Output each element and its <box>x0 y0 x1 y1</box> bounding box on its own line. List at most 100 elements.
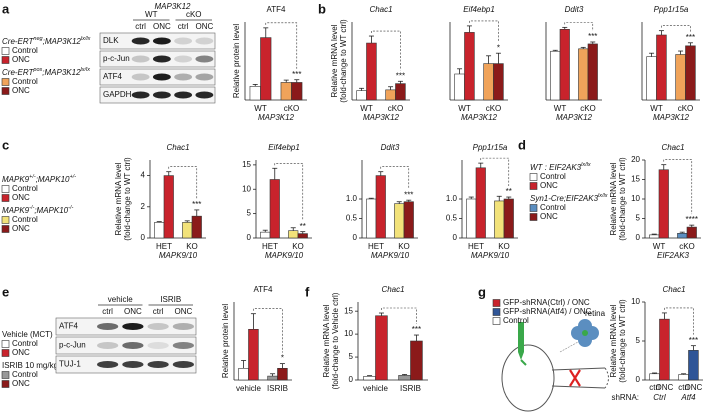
y-axis-label: (fold-change to Vehicle ctrl) <box>331 292 340 389</box>
legend-header-part: ;MAPK10 <box>36 175 70 184</box>
blot-lane: ctrl <box>153 307 164 316</box>
panel-letter: a <box>2 1 10 16</box>
significance: **** <box>686 215 698 224</box>
bar <box>649 234 660 239</box>
bar <box>269 179 280 239</box>
blot-title: MAP3K12 <box>154 2 191 11</box>
group-label: HET <box>156 242 172 251</box>
chart-title: Chac1 <box>661 143 684 152</box>
significance-bracket <box>663 159 693 215</box>
legend-header-sup: lx/lx <box>581 162 591 168</box>
chart-title: Eif4ebp1 <box>268 143 300 152</box>
blot-band <box>195 91 214 99</box>
significance: *** <box>292 70 301 79</box>
group-label: cKO <box>678 104 694 113</box>
y-tick-label: 15 <box>631 175 640 184</box>
bar <box>688 350 699 381</box>
blot-band <box>195 73 214 81</box>
legend-label: Control <box>12 77 38 86</box>
legend-swatch <box>492 299 501 307</box>
group-label: HET <box>368 242 384 251</box>
bar <box>375 175 386 239</box>
bar <box>454 73 465 101</box>
legend-header: MAPK9+/-;MAPK10+/- <box>2 174 76 184</box>
panel-letter: f <box>305 284 310 299</box>
legend-header: Cre-ERTneg;MAP3K12lx/lx <box>2 36 91 46</box>
diagram-label: retina <box>585 309 606 318</box>
y-tick-label: 0 <box>247 233 252 242</box>
legend-header: Cre-ERTpos;MAP3K12lx/lx <box>2 67 90 77</box>
bar <box>291 82 303 101</box>
group-label: WT <box>653 242 666 251</box>
bar <box>363 376 376 381</box>
blot-row-label: ATF4 <box>103 72 123 81</box>
group-label: ISRIB <box>400 384 421 393</box>
blot-band <box>147 323 169 330</box>
blot-group: WT <box>145 10 158 19</box>
group-label: vehicle <box>363 384 388 393</box>
group-label: WT <box>360 104 373 113</box>
group-label: cKO <box>580 104 596 113</box>
blot-lane: ONC <box>174 307 192 316</box>
y-axis-label: Relative mRNA level <box>609 304 618 377</box>
chart-title: Eif4ebp1 <box>463 5 495 14</box>
legend-header-part: ISRIB 10 mg/kg <box>2 361 58 370</box>
y-tick-label: 4 <box>141 171 146 180</box>
group-label: WT <box>254 104 267 113</box>
y-axis-label: Relative protein level <box>221 304 230 378</box>
blot-row-label: TUJ-1 <box>59 360 81 369</box>
panel-letter: c <box>2 137 9 152</box>
y-tick-label: 0.5 <box>346 214 358 223</box>
significance-bracket <box>661 25 691 32</box>
group-label: KO <box>498 242 510 251</box>
legend-swatch <box>1 225 10 233</box>
significance-bracket <box>480 157 510 187</box>
legend-swatch <box>1 371 10 379</box>
blot-lane: ctrl <box>135 22 146 31</box>
bar-label: ctrl <box>649 383 660 392</box>
significance: *** <box>689 336 698 345</box>
x-axis-label: MAP3K12 <box>363 113 400 122</box>
x-axis-label: MAPK9/10 <box>471 251 510 260</box>
bar <box>659 318 670 381</box>
x-axis-label: MAPK9/10 <box>265 251 304 260</box>
bar <box>646 56 657 101</box>
group-label: Ctrl <box>653 393 666 402</box>
legend-header-part: Vehicle (MCT) <box>2 330 53 339</box>
y-tick-label: 5 <box>636 214 641 223</box>
y-tick-label: 0 <box>353 233 358 242</box>
legend-swatch <box>1 78 10 86</box>
y-tick-label: 0 <box>636 375 641 384</box>
legend-swatch <box>1 47 10 55</box>
panel-letter: b <box>318 1 326 16</box>
bar-label: ONC <box>656 383 674 392</box>
legend-header-sup: lx/lx <box>81 67 91 73</box>
y-tick-label: 0.5 <box>446 214 458 223</box>
blot-band <box>122 323 144 330</box>
blot-band <box>174 91 193 99</box>
bar <box>483 63 494 101</box>
legend-label: Control <box>503 316 529 325</box>
crush-mark <box>569 369 581 387</box>
blot-band <box>172 361 194 368</box>
bar <box>587 43 598 101</box>
bar <box>366 198 377 239</box>
legend-header-sup: lx/lx <box>598 193 608 199</box>
y-axis-label: Relative mRNA level <box>330 24 339 97</box>
significance: *** <box>686 33 695 42</box>
bar <box>649 373 660 381</box>
y-tick-label: 15 <box>242 160 251 169</box>
legend-swatch <box>1 340 10 348</box>
legend-header-part: MAPK9 <box>2 206 30 215</box>
bar <box>686 226 697 239</box>
bar <box>578 48 589 101</box>
bar <box>464 32 475 101</box>
blot-band <box>152 73 171 81</box>
legend-header: Vehicle (MCT) <box>2 330 53 339</box>
bar <box>403 201 414 239</box>
x-axis-label: MAP3K12 <box>258 113 295 122</box>
bar <box>260 231 271 239</box>
group-label: HET <box>262 242 278 251</box>
blot-row-label: DLK <box>103 36 119 45</box>
significance-bracket <box>274 162 304 221</box>
